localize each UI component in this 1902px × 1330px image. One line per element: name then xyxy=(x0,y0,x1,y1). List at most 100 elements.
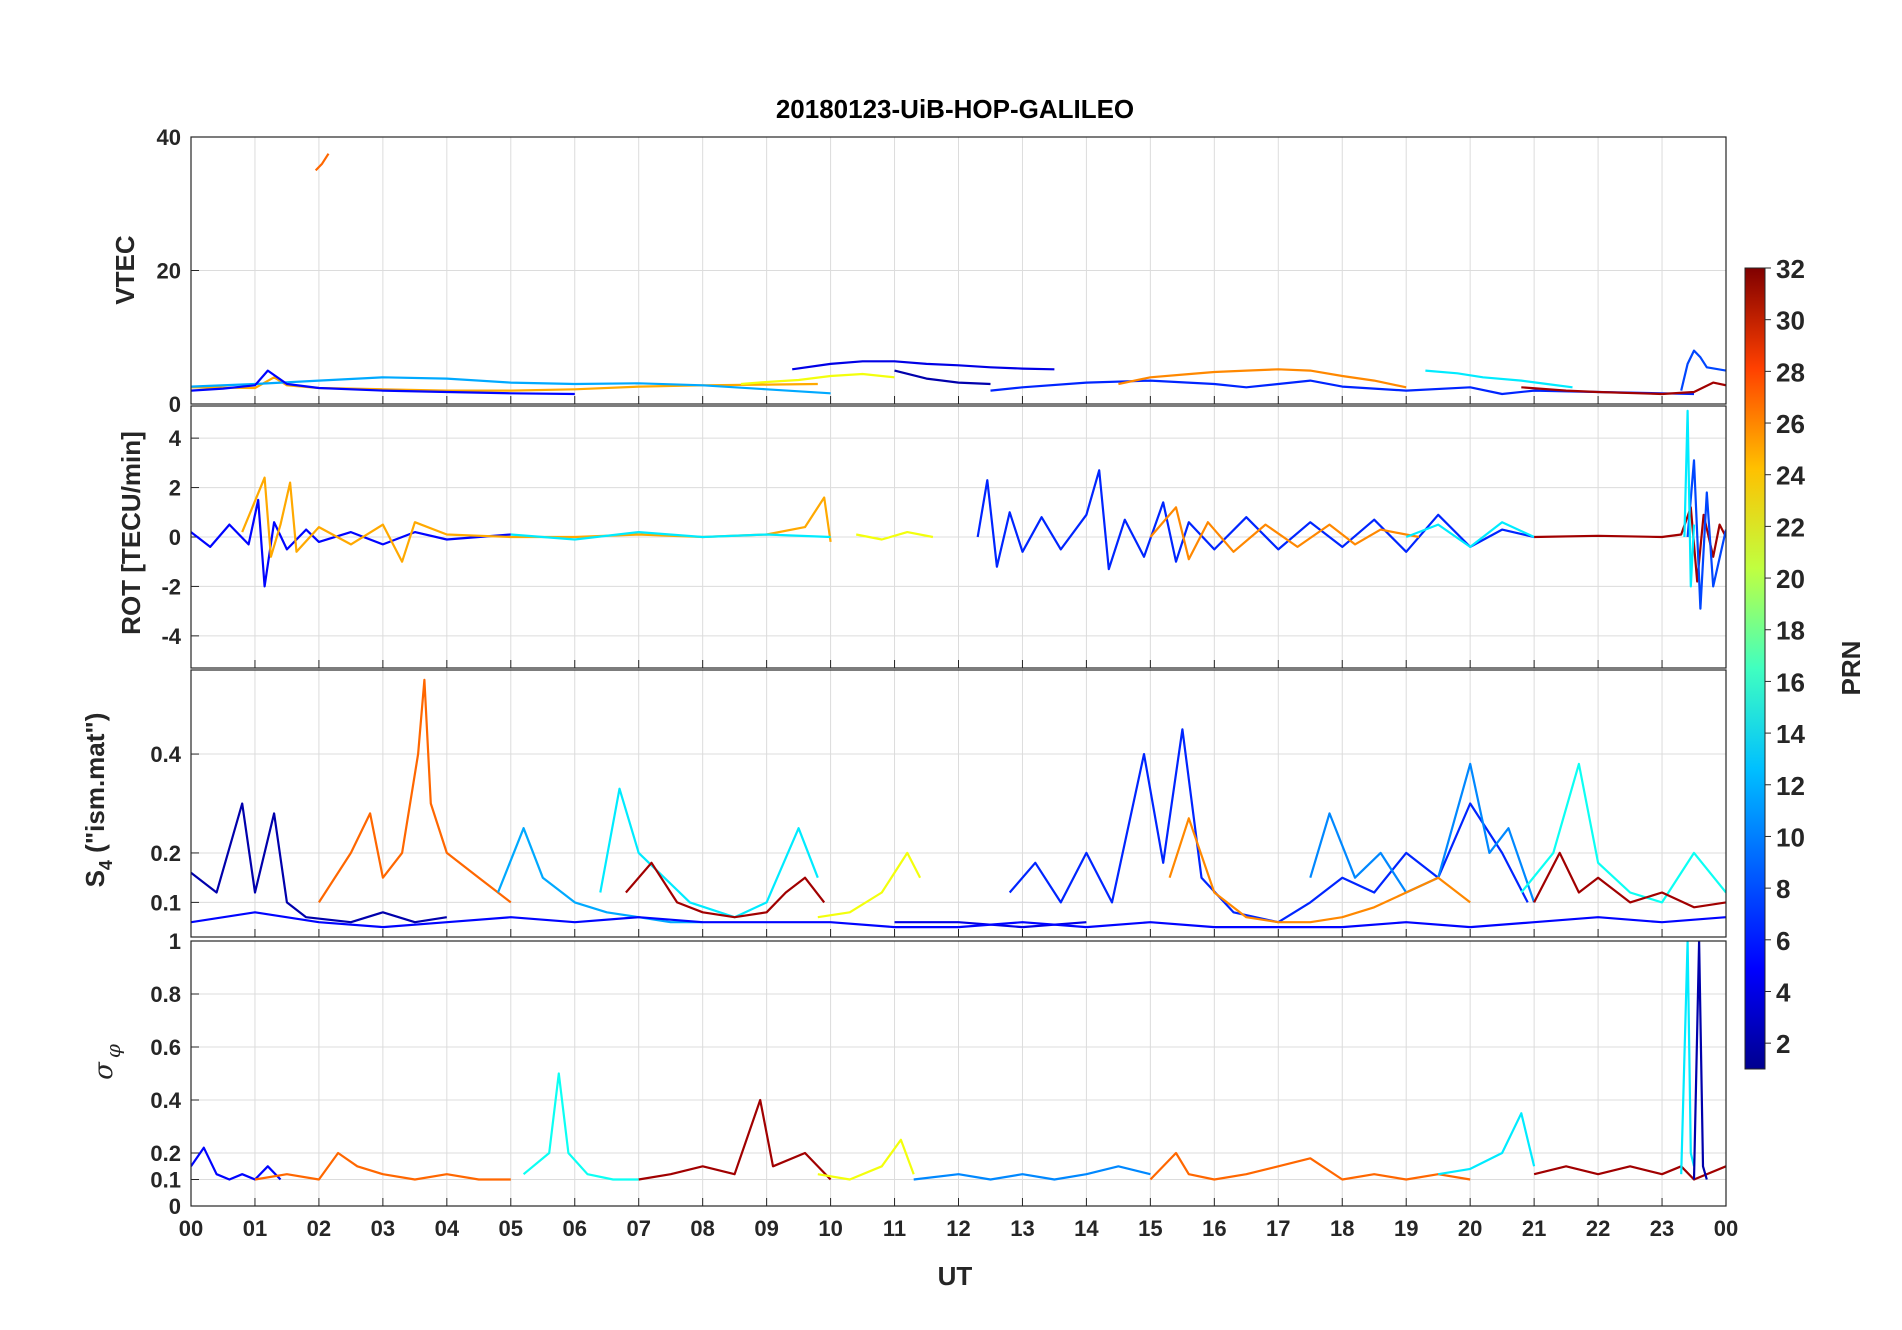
colorbar-tick-label: 28 xyxy=(1776,357,1805,387)
s4-ylabel-main: S xyxy=(80,870,110,887)
x-tick-label: 08 xyxy=(690,1216,714,1241)
x-tick-label: 09 xyxy=(754,1216,778,1241)
s4-series-line xyxy=(317,678,512,904)
sigma-phi-ytick-label: 0 xyxy=(169,1194,181,1219)
rot-ytick-label: 2 xyxy=(169,476,181,501)
x-axis-ticks: 00 01 02 03 04 05 06 07 08 09 10 11 12 13 14 15 16 17 18 19… xyxy=(179,1216,1738,1241)
s4-series-line xyxy=(1533,851,1726,909)
sigma-ylabel-sub: φ xyxy=(101,1044,125,1058)
vtec-panel: 0 20 40 xyxy=(157,125,1727,417)
x-tick-label: 12 xyxy=(946,1216,970,1241)
x-tick-label: 07 xyxy=(626,1216,650,1241)
colorbar-tick-label: 4 xyxy=(1776,977,1791,1007)
x-tick-label: 11 xyxy=(883,1216,906,1241)
rot-ytick-label: 4 xyxy=(169,426,182,451)
x-tick-label: 16 xyxy=(1202,1216,1226,1241)
sigma-phi-frame xyxy=(190,940,1727,1207)
chart-title: 20180123-UiB-HOP-GALILEO xyxy=(776,94,1134,124)
vtec-series-line xyxy=(740,372,895,386)
x-tick-label: 00 xyxy=(179,1216,203,1241)
sigma-phi-series-line xyxy=(817,1138,915,1181)
vtec-ytick-label: 0 xyxy=(169,392,181,417)
vtec-series-line xyxy=(1521,381,1726,396)
rot-series-line xyxy=(191,498,511,588)
s4-series-line xyxy=(191,802,447,924)
rot-series-line xyxy=(1149,506,1420,561)
sigma-phi-series-line xyxy=(522,1072,639,1181)
rot-series-line xyxy=(1683,409,1696,588)
colorbar-tick-label: 22 xyxy=(1776,512,1805,542)
sigma-phi-ytick-label: 1 xyxy=(169,929,181,954)
colorbar-label: PRN xyxy=(1836,641,1866,696)
colorbar-tick-label: 24 xyxy=(1776,461,1805,491)
x-tick-label: 06 xyxy=(563,1216,587,1241)
colorbar-tick-label: 6 xyxy=(1776,926,1790,956)
x-tick-label: 05 xyxy=(499,1216,523,1241)
s4-ylabel: S4 ("ism.mat") xyxy=(80,713,116,888)
rot-series-line xyxy=(510,530,831,541)
vtec-series-line xyxy=(894,369,991,386)
sigma-phi-panel: 00.10.2 0.4 0.6 0.8 1 xyxy=(150,929,1727,1219)
x-tick-label: 20 xyxy=(1458,1216,1482,1241)
s4-ylabel-rest: ("ism.mat") xyxy=(80,713,110,860)
s4-ytick-label: 0.4 xyxy=(150,742,181,767)
s4-ytick-label: 0.1 xyxy=(150,890,181,915)
x-tick-label: 23 xyxy=(1650,1216,1674,1241)
s4-series-line xyxy=(1520,762,1726,904)
sigma-phi-series-line xyxy=(1438,1112,1536,1176)
x-axis-label: UT xyxy=(938,1261,973,1291)
vtec-series-line xyxy=(1118,368,1407,389)
colorbar-tick-label: 12 xyxy=(1776,771,1805,801)
s4-ytick-label: 0.2 xyxy=(150,841,181,866)
sigma-phi-ytick-label: 0.4 xyxy=(150,1088,181,1113)
sigma-phi-series-line xyxy=(913,1165,1151,1181)
x-tick-label: 14 xyxy=(1074,1216,1099,1241)
sigma-phi-series-line xyxy=(191,1146,282,1181)
colorbar-tick-label: 32 xyxy=(1776,254,1805,284)
vtec-series-line xyxy=(1680,349,1726,391)
rot-ytick-label: 0 xyxy=(169,525,181,550)
vtec-series-line xyxy=(1425,369,1573,389)
x-tick-label: 03 xyxy=(371,1216,395,1241)
rot-series-line xyxy=(1686,459,1726,610)
sigma-phi-ytick-label: 0.6 xyxy=(150,1035,181,1060)
sigma-phi-series-group xyxy=(191,941,1726,1181)
colorbar-tick-label: 16 xyxy=(1776,667,1805,697)
sigma-phi-series-line xyxy=(638,1098,832,1181)
vtec-series-line xyxy=(314,153,330,172)
rot-panel: -4 -2 0 2 4 xyxy=(161,405,1727,669)
s4-series-line xyxy=(625,861,826,919)
colorbar-tick-label: 18 xyxy=(1776,616,1805,646)
s4-panel: 0.1 0.2 0.4 xyxy=(150,669,1727,938)
rot-series-line xyxy=(976,469,1535,571)
sigma-phi-series-line xyxy=(254,1151,511,1181)
vtec-frame xyxy=(190,136,1727,405)
colorbar-tick-label: 10 xyxy=(1776,822,1805,852)
colorbar-tick-label: 20 xyxy=(1776,564,1805,594)
colorbar-tick-label: 26 xyxy=(1776,409,1805,439)
x-tick-label: 10 xyxy=(818,1216,842,1241)
x-tick-label: 13 xyxy=(1010,1216,1034,1241)
colorbar-gradient xyxy=(1744,267,1766,1070)
vtec-ytick-label: 40 xyxy=(157,125,181,150)
x-tick-label: 18 xyxy=(1330,1216,1354,1241)
s4-series-line xyxy=(817,851,922,919)
colorbar-tick-label: 30 xyxy=(1776,306,1805,336)
sigma-phi-ytick-label: 0.2 xyxy=(150,1141,181,1166)
colorbar-tick-label: 14 xyxy=(1776,719,1805,749)
x-tick-label: 21 xyxy=(1522,1216,1546,1241)
vtec-ylabel: VTEC xyxy=(110,235,140,305)
x-tick-label: 19 xyxy=(1394,1216,1418,1241)
vtec-series-line xyxy=(191,369,575,396)
sigma-phi-ytick-label: 0.8 xyxy=(150,982,181,1007)
rot-ytick-label: -2 xyxy=(161,574,181,599)
x-tick-label: 22 xyxy=(1586,1216,1610,1241)
sigma-phi-series-line xyxy=(1533,1165,1726,1181)
rot-frame xyxy=(190,405,1727,669)
x-tick-label: 17 xyxy=(1266,1216,1290,1241)
sigma-ylabel-main: σ xyxy=(89,1061,119,1080)
x-tick-label: 04 xyxy=(435,1216,460,1241)
sigma-phi-series-line xyxy=(1680,941,1696,1175)
